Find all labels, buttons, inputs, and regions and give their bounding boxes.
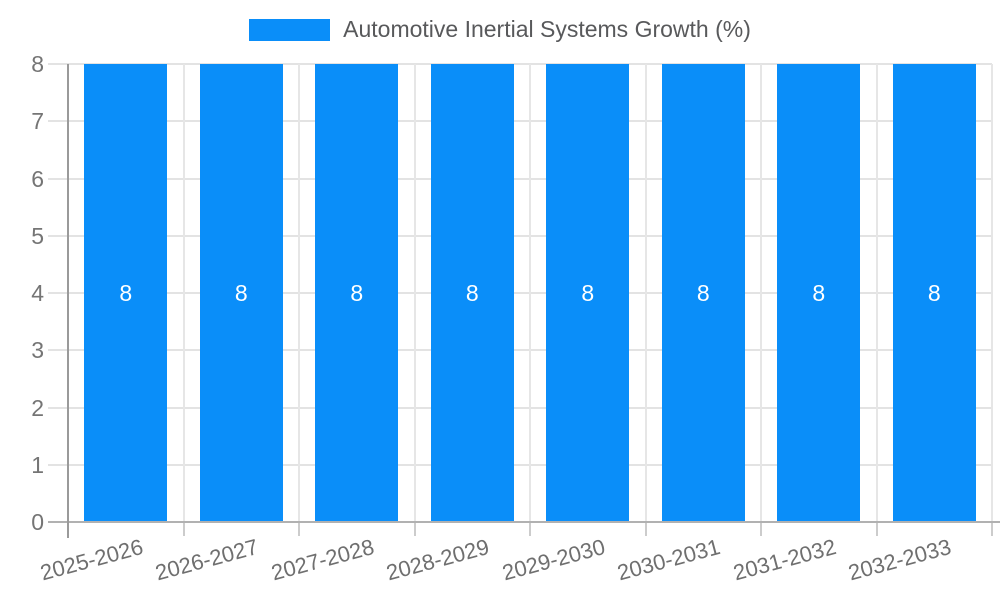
y-axis-label: 1 (31, 451, 44, 478)
bar[interactable]: 8 (892, 64, 976, 522)
bar-value-label: 8 (119, 279, 133, 306)
bar-value-label: 8 (696, 279, 710, 306)
y-axis-label: 5 (31, 222, 44, 249)
axis-tick (182, 523, 185, 536)
v-gridline (760, 64, 762, 522)
bar[interactable]: 8 (315, 64, 399, 522)
v-gridline (413, 64, 416, 522)
x-axis-label: 2029-2030 (499, 534, 608, 586)
y-axis-label: 3 (31, 337, 44, 364)
h-gridline (48, 292, 992, 294)
h-gridline (48, 234, 992, 237)
legend[interactable]: Automotive Inertial Systems Growth (%) (0, 16, 1000, 43)
h-gridline (48, 177, 992, 180)
bar-value-label: 8 (465, 279, 479, 306)
h-gridline (48, 463, 992, 466)
bar[interactable]: 8 (84, 64, 168, 522)
h-gridline (48, 63, 992, 65)
axis-tick (413, 523, 416, 536)
x-axis-label: 2025-2026 (37, 534, 146, 586)
bar-value-label: 8 (581, 279, 595, 306)
x-axis-label: 2032-2033 (845, 534, 954, 586)
v-gridline (182, 64, 185, 522)
bar[interactable]: 8 (661, 64, 745, 522)
axis-tick (298, 523, 300, 536)
y-axis-label: 7 (31, 108, 44, 135)
axis-tick (760, 523, 762, 536)
legend-label: Automotive Inertial Systems Growth (%) (343, 16, 751, 42)
v-gridline (644, 64, 647, 522)
x-axis-label: 2026-2027 (152, 534, 261, 586)
legend-swatch (249, 18, 331, 41)
bar-value-label: 8 (350, 279, 364, 306)
bar-value-label: 8 (927, 279, 941, 306)
x-axis-label: 2027-2028 (268, 534, 377, 586)
bar[interactable]: 8 (199, 64, 283, 522)
v-gridline (298, 64, 300, 522)
bar[interactable]: 8 (777, 64, 861, 522)
h-gridline (48, 406, 992, 409)
y-axis-label: 8 (31, 51, 44, 77)
h-gridline (48, 120, 992, 123)
x-axis-label: 2030-2031 (614, 534, 723, 586)
bar[interactable]: 8 (430, 64, 514, 522)
axis-tick (991, 523, 993, 536)
v-gridline (875, 64, 878, 522)
x-axis-label: 2031-2032 (730, 534, 839, 586)
y-axis-label: 0 (31, 509, 44, 535)
x-axis-line (48, 521, 1000, 523)
axis-tick (644, 523, 647, 536)
bar[interactable]: 8 (546, 64, 630, 522)
y-axis-line (67, 64, 69, 538)
axis-tick (529, 523, 531, 536)
x-axis-label: 2028-2029 (383, 534, 492, 586)
h-gridline (48, 349, 992, 352)
y-axis-label: 2 (31, 394, 44, 421)
bar-value-label: 8 (812, 279, 826, 306)
axis-tick (875, 523, 878, 536)
bar-value-label: 8 (234, 279, 248, 306)
y-axis-label: 6 (31, 165, 44, 192)
v-gridline (991, 64, 993, 522)
v-gridline (529, 64, 531, 522)
y-axis-label: 4 (31, 280, 44, 306)
